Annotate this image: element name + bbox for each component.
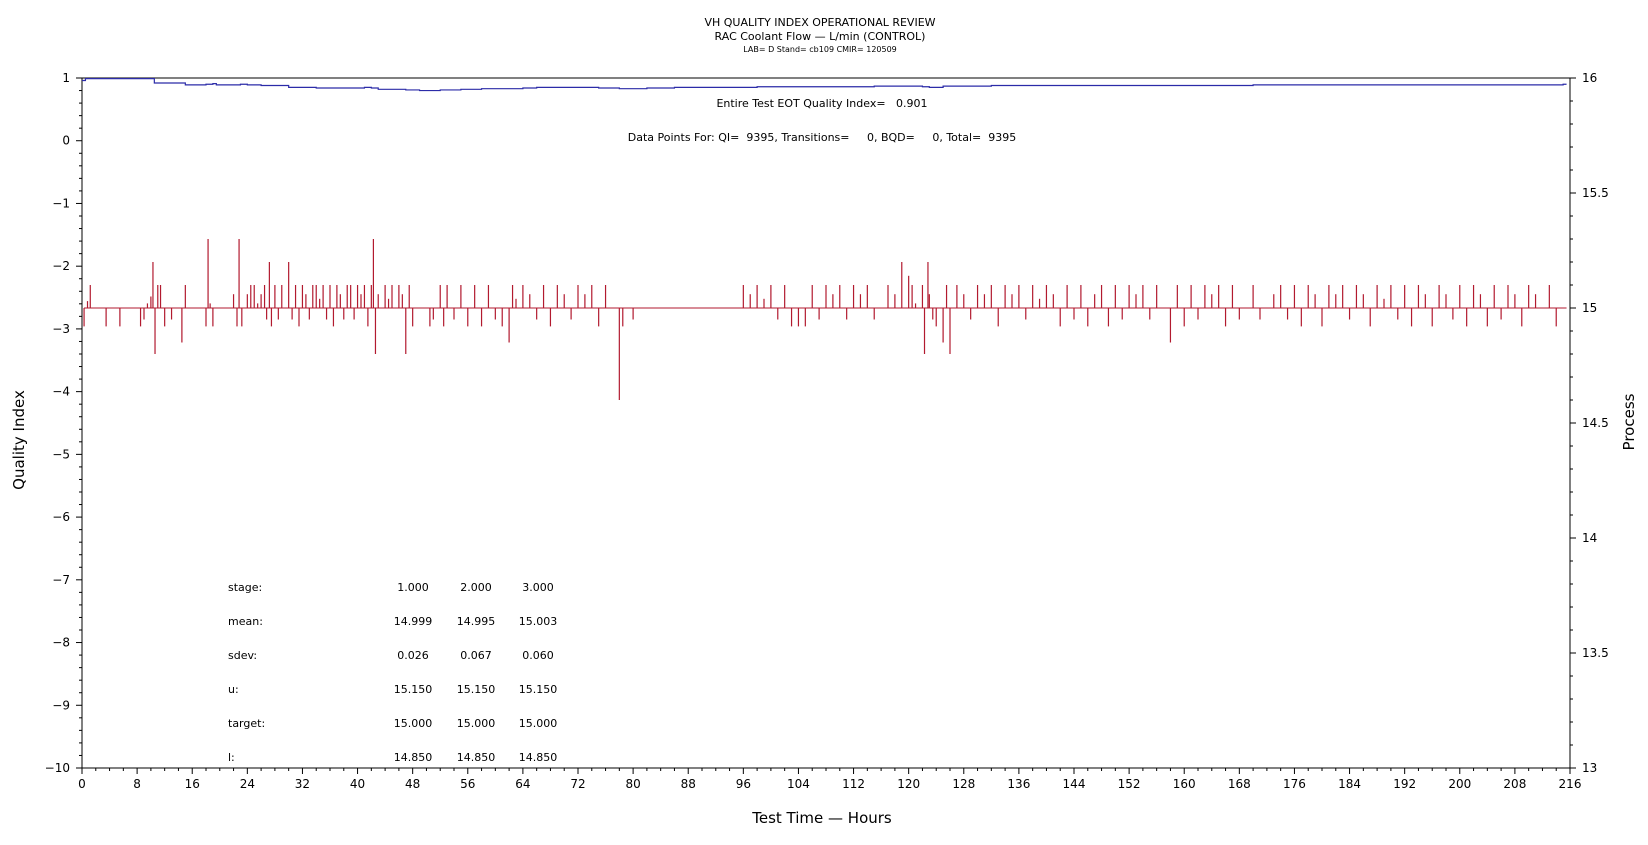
stats-value: 15.150 [394,683,433,696]
stats-label: target: [228,717,265,730]
y-right-tick-label: 13.5 [1582,646,1609,660]
y-left-tick-label: −1 [52,196,70,210]
stats-stage-value: 2.000 [460,581,492,594]
x-tick-label: 40 [350,777,365,791]
stats-value: 14.995 [457,615,496,628]
y-right-tick-label: 16 [1582,71,1597,85]
eot-quality-index-annotation: Entire Test EOT Quality Index= 0.901 [716,97,927,110]
y-right-tick-label: 15.5 [1582,186,1609,200]
stats-stage-value: 1.000 [397,581,429,594]
y-right-tick-label: 15 [1582,301,1597,315]
axes-group: 0 8 16 24 32 40 48 56 64 72 80 88 96 104 112 120 128 136 1… [45,71,1609,791]
x-tick-label: 32 [295,777,310,791]
y-left-tick-label: −2 [52,259,70,273]
y-left-tick-label: −5 [52,447,70,461]
stats-label: stage: [228,581,262,594]
stats-value: 15.000 [394,717,433,730]
y-left-tick-label: −3 [52,322,70,336]
series-group [82,78,1567,400]
stats-label: sdev: [228,649,257,662]
y-axis-left-label: Quality Index [10,390,28,490]
stats-value: 14.999 [394,615,433,628]
quality-index-line [82,78,1567,92]
y-left-tick-label: −7 [52,573,70,587]
x-tick-label: 216 [1559,777,1582,791]
x-tick-label: 208 [1503,777,1526,791]
x-tick-label: 48 [405,777,420,791]
x-axis-label: Test Time — Hours [751,809,892,827]
y-right-tick-label: 14.5 [1582,416,1609,430]
stats-value: 14.850 [457,751,496,764]
x-tick-label: 144 [1063,777,1086,791]
x-tick-label: 96 [736,777,751,791]
x-tick-label: 168 [1228,777,1251,791]
x-tick-label: 120 [897,777,920,791]
stats-table: stage: 1.000 2.000 3.000 mean: 14.999 14.995 15… [228,581,557,764]
x-tick-label: 200 [1448,777,1471,791]
plot-frame [81,77,1571,769]
x-tick-label: 184 [1338,777,1361,791]
y-left-tick-label: −10 [45,761,70,775]
y-left-tick-label: −8 [52,636,70,650]
x-tick-label: 0 [78,777,86,791]
stats-label: u: [228,683,239,696]
x-tick-label: 72 [570,777,585,791]
y-left-tick-label: −6 [52,510,70,524]
x-tick-label: 8 [133,777,141,791]
x-tick-label: 56 [460,777,475,791]
x-tick-label: 192 [1393,777,1416,791]
x-tick-label: 152 [1118,777,1141,791]
stats-value: 15.150 [457,683,496,696]
stats-value: 0.067 [460,649,492,662]
stats-value: 14.850 [519,751,558,764]
stats-stage-value: 3.000 [522,581,554,594]
x-tick-label: 176 [1283,777,1306,791]
y-left-tick-label: −4 [52,385,70,399]
stats-value: 14.850 [394,751,433,764]
y-right-tick-label: 13 [1582,761,1597,775]
x-tick-label: 64 [515,777,530,791]
x-tick-label: 24 [240,777,255,791]
x-tick-label: 104 [787,777,810,791]
stats-value: 15.003 [519,615,558,628]
x-tick-label: 88 [681,777,696,791]
chart-subtitle-2: LAB= D Stand= cb109 CMIR= 120509 [743,45,897,54]
x-tick-label: 128 [952,777,975,791]
y-left-tick-label: 1 [62,71,70,85]
x-tick-label: 112 [842,777,865,791]
y-axis-right-label: Process [1620,393,1638,450]
y-left-tick-label: 0 [62,134,70,148]
x-tick-label: 16 [185,777,200,791]
chart-title: VH QUALITY INDEX OPERATIONAL REVIEW [704,16,935,29]
stats-value: 0.026 [397,649,429,662]
chart-subtitle: RAC Coolant Flow — L/min (CONTROL) [715,30,926,43]
stats-value: 15.000 [519,717,558,730]
stats-value: 15.000 [457,717,496,730]
data-points-annotation: Data Points For: QI= 9395, Transitions= … [628,131,1016,144]
y-left-tick-label: −9 [52,698,70,712]
stats-value: 15.150 [519,683,558,696]
stats-label: l: [228,751,235,764]
y-right-tick-label: 14 [1582,531,1597,545]
x-tick-label: 160 [1173,777,1196,791]
x-tick-label: 80 [625,777,640,791]
stats-value: 0.060 [522,649,554,662]
x-tick-label: 136 [1007,777,1030,791]
stats-label: mean: [228,615,263,628]
